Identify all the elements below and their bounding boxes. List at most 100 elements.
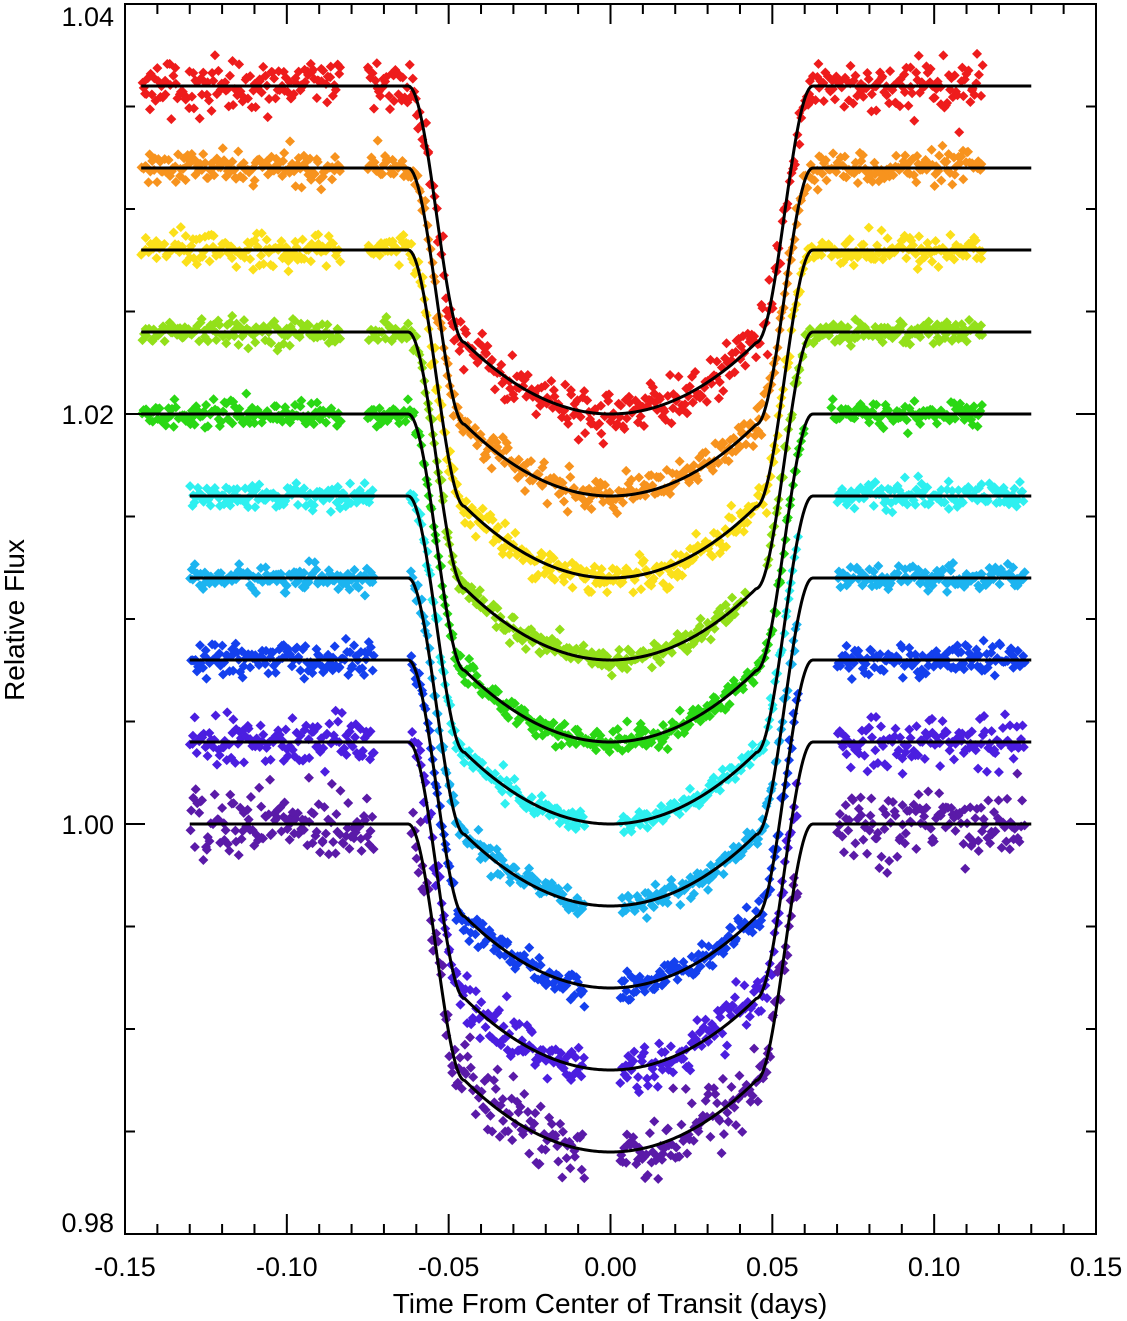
data-point — [656, 801, 667, 812]
data-point — [908, 240, 919, 251]
data-point — [553, 1156, 564, 1167]
data-point — [198, 67, 209, 78]
data-point — [554, 624, 565, 635]
data-point — [335, 416, 346, 427]
data-point — [929, 92, 940, 103]
data-point — [397, 156, 408, 167]
data-point — [284, 340, 295, 351]
data-point — [475, 1033, 486, 1044]
data-point — [166, 114, 177, 125]
data-point — [327, 174, 338, 185]
data-point — [258, 61, 269, 72]
data-point — [700, 447, 711, 458]
data-point — [189, 841, 200, 852]
data-point — [718, 1129, 729, 1140]
data-point — [734, 1070, 745, 1081]
data-point — [557, 477, 568, 488]
data-point — [675, 899, 686, 910]
data-point — [487, 514, 498, 525]
data-point — [345, 478, 356, 489]
data-point — [374, 403, 385, 414]
data-point — [269, 73, 280, 84]
data-point — [266, 338, 277, 349]
data-point — [762, 349, 773, 360]
data-point — [186, 240, 197, 251]
data-point — [234, 403, 245, 414]
data-point — [464, 653, 475, 664]
data-point — [324, 718, 335, 729]
data-point — [981, 766, 992, 777]
data-point — [485, 843, 496, 854]
data-point — [877, 337, 888, 348]
data-point — [867, 176, 878, 187]
data-point — [680, 1083, 691, 1094]
data-point — [963, 65, 974, 76]
data-point — [168, 70, 179, 81]
data-point — [900, 150, 911, 161]
data-point — [140, 232, 151, 243]
data-point — [311, 564, 322, 575]
data-point — [612, 724, 623, 735]
data-point — [553, 883, 564, 894]
data-point — [233, 850, 244, 861]
data-point — [943, 503, 954, 514]
data-point — [620, 905, 631, 916]
data-point — [813, 58, 824, 69]
data-point — [658, 719, 669, 730]
data-point — [276, 236, 287, 247]
data-point — [473, 824, 484, 835]
data-point — [644, 1128, 655, 1139]
data-point — [943, 476, 954, 487]
data-point — [937, 565, 948, 576]
data-point — [400, 416, 411, 427]
data-point — [977, 60, 988, 71]
data-point — [955, 398, 966, 409]
data-point — [292, 499, 303, 510]
data-point — [190, 784, 201, 795]
data-point — [903, 100, 914, 111]
data-point — [603, 389, 614, 400]
data-point — [1014, 477, 1025, 488]
data-point — [615, 1077, 626, 1088]
data-point — [201, 673, 212, 684]
data-point — [526, 456, 537, 467]
data-point — [626, 826, 637, 837]
data-point — [613, 566, 624, 577]
data-point — [579, 1173, 590, 1184]
data-point — [828, 148, 839, 159]
data-point — [204, 256, 215, 267]
data-point — [876, 483, 887, 494]
data-point — [159, 238, 170, 249]
data-point — [461, 328, 472, 339]
data-point — [510, 527, 521, 538]
data-point — [905, 62, 916, 73]
data-point — [846, 674, 857, 685]
data-point — [492, 1064, 503, 1075]
data-point — [976, 479, 987, 490]
data-point — [1019, 567, 1030, 578]
data-point — [933, 262, 944, 273]
data-point — [377, 168, 388, 179]
data-point — [602, 587, 613, 598]
data-point — [740, 360, 751, 371]
data-point — [937, 140, 948, 151]
data-point — [510, 863, 521, 874]
data-point — [878, 423, 889, 434]
data-point — [465, 1032, 476, 1043]
data-point — [340, 633, 351, 644]
data-point — [586, 504, 597, 515]
data-point — [794, 139, 805, 150]
data-point — [297, 234, 308, 245]
data-point — [185, 825, 196, 836]
data-point — [465, 519, 476, 530]
data-point — [621, 465, 632, 476]
data-point — [367, 68, 378, 79]
data-point — [648, 573, 659, 584]
data-point — [489, 384, 500, 395]
data-point — [717, 764, 728, 775]
data-point — [234, 559, 245, 570]
data-point — [934, 150, 945, 161]
data-point — [741, 439, 752, 450]
data-point — [408, 807, 419, 818]
